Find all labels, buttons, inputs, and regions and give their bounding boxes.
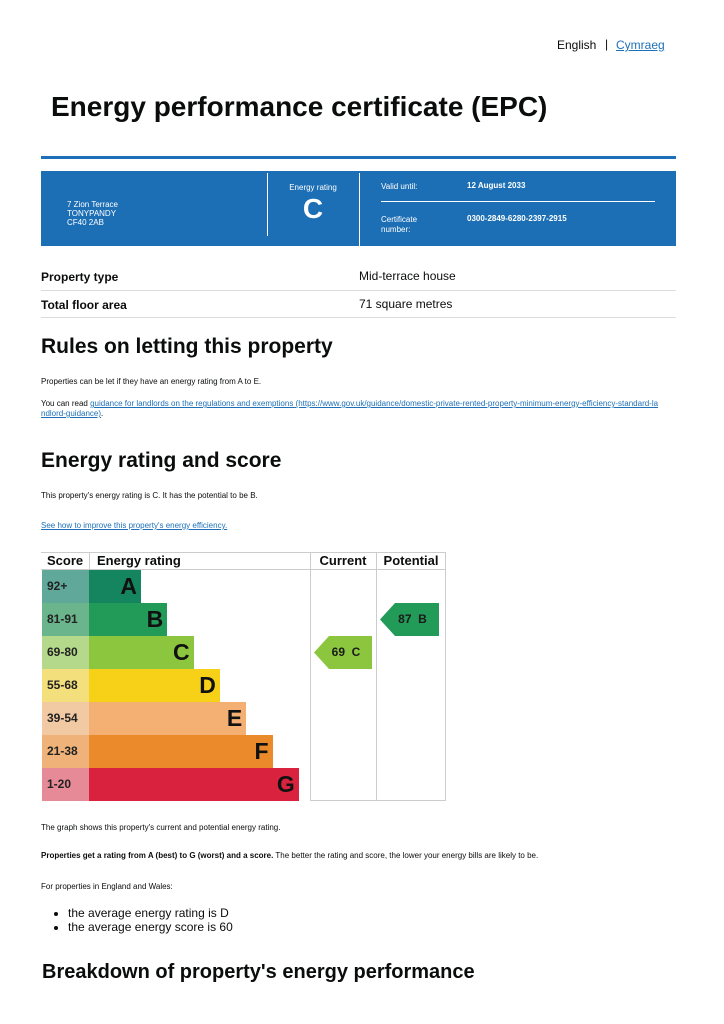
divider bbox=[267, 173, 268, 236]
band-letter: E bbox=[226, 705, 243, 731]
section-heading: Rules on letting this property bbox=[41, 335, 333, 358]
grid-line bbox=[41, 569, 446, 570]
column-header: Energy rating bbox=[97, 553, 181, 568]
paragraph: The graph shows this property's current … bbox=[41, 823, 281, 832]
score-cell: 21-38 bbox=[42, 735, 89, 768]
guidance-link[interactable]: guidance for landlords on the regulation… bbox=[41, 399, 659, 418]
section-heading: Energy rating and score bbox=[41, 449, 282, 472]
page-title: Energy performance certificate (EPC) bbox=[51, 91, 548, 122]
language-separator: | bbox=[605, 37, 609, 51]
score-range: 21-38 bbox=[47, 744, 78, 758]
score-range: 1-20 bbox=[47, 777, 72, 791]
band-letter: F bbox=[254, 738, 269, 764]
rating-letter: C bbox=[351, 645, 361, 659]
valid-label: Valid until: bbox=[381, 182, 418, 191]
rating-score: 69 bbox=[331, 645, 345, 659]
score-cell: 55-68 bbox=[42, 669, 89, 702]
score-range: 39-54 bbox=[47, 711, 78, 725]
score-range: 92+ bbox=[47, 579, 68, 593]
rating-label: Energy rating bbox=[289, 183, 337, 192]
text: You can read bbox=[41, 399, 91, 408]
current-rating-arrow: 69 C bbox=[314, 636, 372, 669]
improve-link[interactable]: See how to improve this property's energ… bbox=[41, 521, 228, 530]
score-range: 69-80 bbox=[47, 645, 78, 659]
potential-rating-arrow: 87 B bbox=[380, 603, 439, 636]
certificate-label: number: bbox=[381, 225, 411, 234]
band-letter: B bbox=[146, 606, 164, 632]
valid-value: 12 August 2033 bbox=[467, 181, 526, 190]
score-cell: 69-80 bbox=[42, 636, 89, 669]
rating-letter: B bbox=[418, 612, 427, 626]
certificate-label: Certificate bbox=[381, 215, 418, 224]
rating-band: B bbox=[89, 603, 168, 636]
property-label: Property type bbox=[41, 270, 119, 284]
column-header: Current bbox=[319, 553, 367, 568]
address-line: CF40 2AB bbox=[67, 218, 104, 227]
summary-rule bbox=[381, 201, 655, 202]
paragraph: Properties get a rating from A (best) to… bbox=[41, 851, 538, 860]
property-label: Total floor area bbox=[41, 298, 127, 312]
rating-band: C bbox=[89, 636, 194, 669]
grid-line bbox=[376, 552, 377, 800]
grid-line bbox=[445, 552, 446, 800]
rating-band: G bbox=[89, 768, 299, 801]
text: . bbox=[101, 409, 104, 418]
grid-line bbox=[41, 552, 446, 553]
row-rule bbox=[41, 317, 676, 318]
section-heading: Breakdown of property's energy performan… bbox=[42, 961, 475, 983]
score-cell: 81-91 bbox=[42, 603, 89, 636]
grid-line bbox=[310, 552, 311, 800]
rating-band: A bbox=[89, 570, 141, 603]
column-header: Score bbox=[47, 553, 84, 568]
rating-letter: C bbox=[302, 193, 324, 224]
rating-band: D bbox=[89, 669, 220, 702]
band-letter: G bbox=[276, 771, 295, 797]
bullet-list: the average energy rating is D the avera… bbox=[25, 906, 233, 934]
paragraph: You can read guidance for landlords on t… bbox=[41, 399, 661, 419]
divider bbox=[359, 173, 360, 246]
certificate-value: 0300-2849-6280-2397-2915 bbox=[467, 214, 567, 223]
property-value: Mid-terrace house bbox=[359, 269, 456, 283]
language-current: English bbox=[557, 38, 597, 52]
score-range: 55-68 bbox=[47, 678, 78, 692]
rating-score: 87 bbox=[398, 612, 412, 626]
score-cell: 92+ bbox=[42, 570, 89, 603]
column-header: Potential bbox=[383, 553, 439, 568]
band-letter: A bbox=[120, 573, 137, 599]
band-letter: D bbox=[199, 672, 216, 698]
paragraph: This property's energy rating is C. It h… bbox=[41, 491, 258, 500]
band-letter: C bbox=[172, 639, 190, 665]
paragraph: Properties can be let if they have an en… bbox=[41, 377, 262, 386]
rating-band: F bbox=[89, 735, 273, 768]
summary-box: 7 Zion Terrace TONYPANDY CF40 2AB Energy… bbox=[41, 171, 676, 246]
title-rule bbox=[41, 156, 676, 159]
text: The better the rating and score, the low… bbox=[273, 851, 539, 860]
paragraph: For properties in England and Wales: bbox=[41, 882, 173, 891]
score-cell: 1-20 bbox=[42, 768, 89, 801]
text: Properties get a rating from A (best) to… bbox=[41, 851, 274, 860]
address-line: TONYPANDY bbox=[67, 209, 117, 218]
rating-band: E bbox=[89, 702, 247, 735]
score-range: 81-91 bbox=[47, 612, 78, 626]
language-link[interactable]: Cymraeg bbox=[616, 38, 665, 52]
bullet: the average energy score is 60 bbox=[68, 920, 233, 934]
rating-graph: Score Energy rating Current Potential 92+ A 81… bbox=[41, 552, 446, 801]
row-rule bbox=[41, 290, 676, 291]
bullet: the average energy rating is D bbox=[68, 906, 233, 920]
grid-line bbox=[89, 552, 90, 569]
score-cell: 39-54 bbox=[42, 702, 89, 735]
grid-line bbox=[310, 800, 446, 801]
address-line: 7 Zion Terrace bbox=[67, 200, 118, 209]
property-value: 71 square metres bbox=[359, 297, 453, 311]
